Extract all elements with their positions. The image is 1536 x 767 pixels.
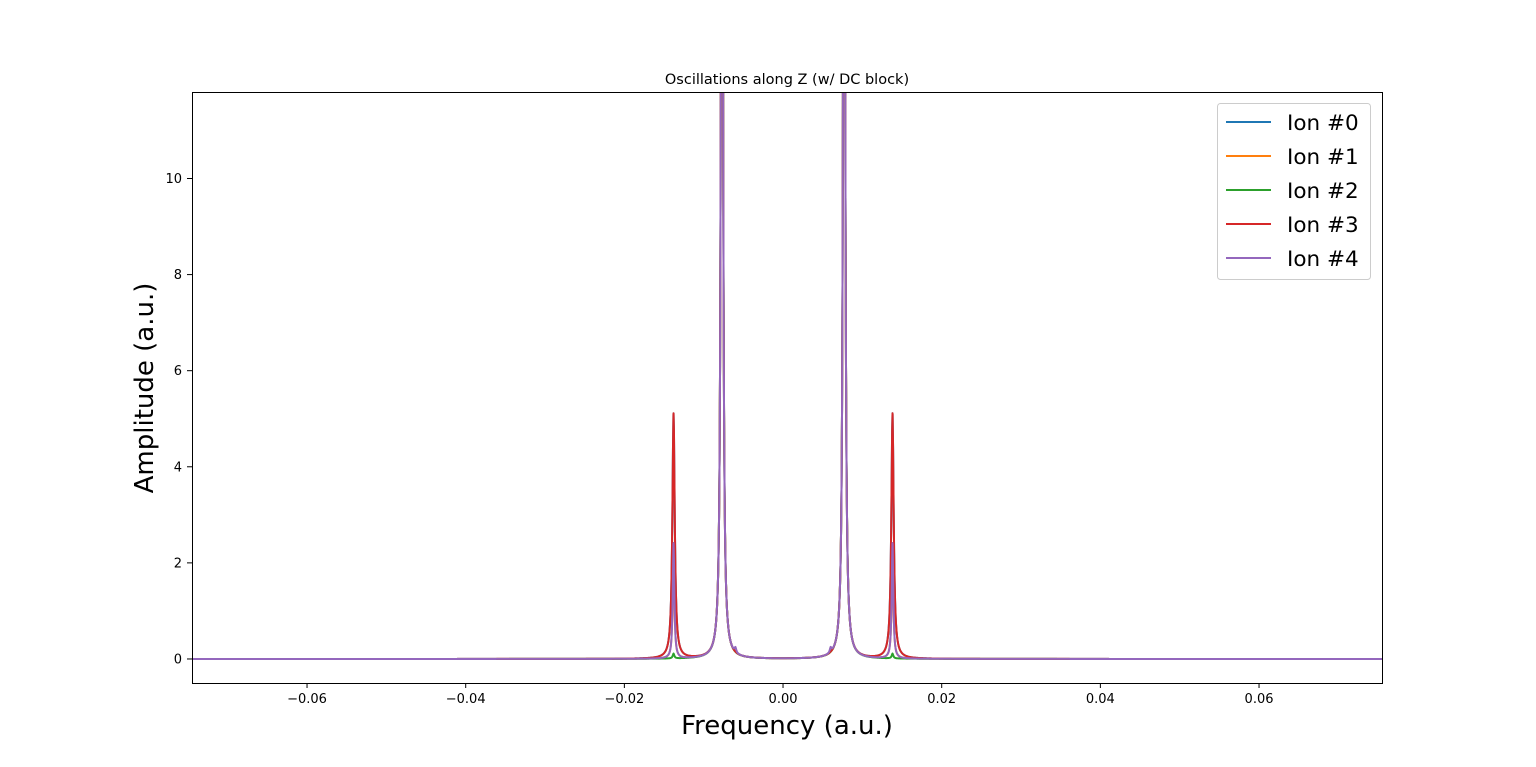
x-tick-label: −0.04 [446, 692, 486, 707]
legend-label: Ion #0 [1287, 111, 1359, 136]
y-tick-label: 0 [174, 652, 182, 667]
series-line-4 [192, 92, 1382, 660]
y-axis-ticks: 0 2 4 6 8 10 [165, 172, 192, 667]
x-axis-ticks: −0.06 −0.04 −0.02 0.00 0.02 0.04 0.06 [287, 683, 1274, 707]
plot-frame [192, 92, 1383, 684]
legend-label: Ion #4 [1287, 247, 1359, 272]
y-tick-label: 6 [174, 364, 182, 379]
series-layer [192, 92, 1382, 660]
x-tick-label: 0.04 [1086, 692, 1115, 707]
y-tick-label: 4 [174, 460, 182, 475]
y-tick-label: 8 [174, 268, 182, 283]
x-tick-label: 0.02 [927, 692, 956, 707]
y-axis-label: Amplitude (a.u.) [130, 283, 160, 494]
y-tick-label: 10 [165, 172, 182, 187]
y-tick-label: 2 [174, 556, 182, 571]
x-axis-label: Frequency (a.u.) [681, 711, 893, 741]
x-tick-label: 0.06 [1245, 692, 1274, 707]
legend-label: Ion #1 [1287, 145, 1359, 170]
legend-label: Ion #3 [1287, 213, 1359, 238]
legend-box [1217, 103, 1371, 280]
chart-title: Oscillations along Z (w/ DC block) [665, 72, 909, 88]
x-tick-label: 0.00 [769, 692, 798, 707]
x-tick-label: −0.02 [604, 692, 644, 707]
legend-label: Ion #2 [1287, 179, 1359, 204]
x-tick-label: −0.06 [287, 692, 327, 707]
legend: Ion #0 Ion #1 Ion #2 Ion #3 Ion #4 [1217, 103, 1371, 280]
